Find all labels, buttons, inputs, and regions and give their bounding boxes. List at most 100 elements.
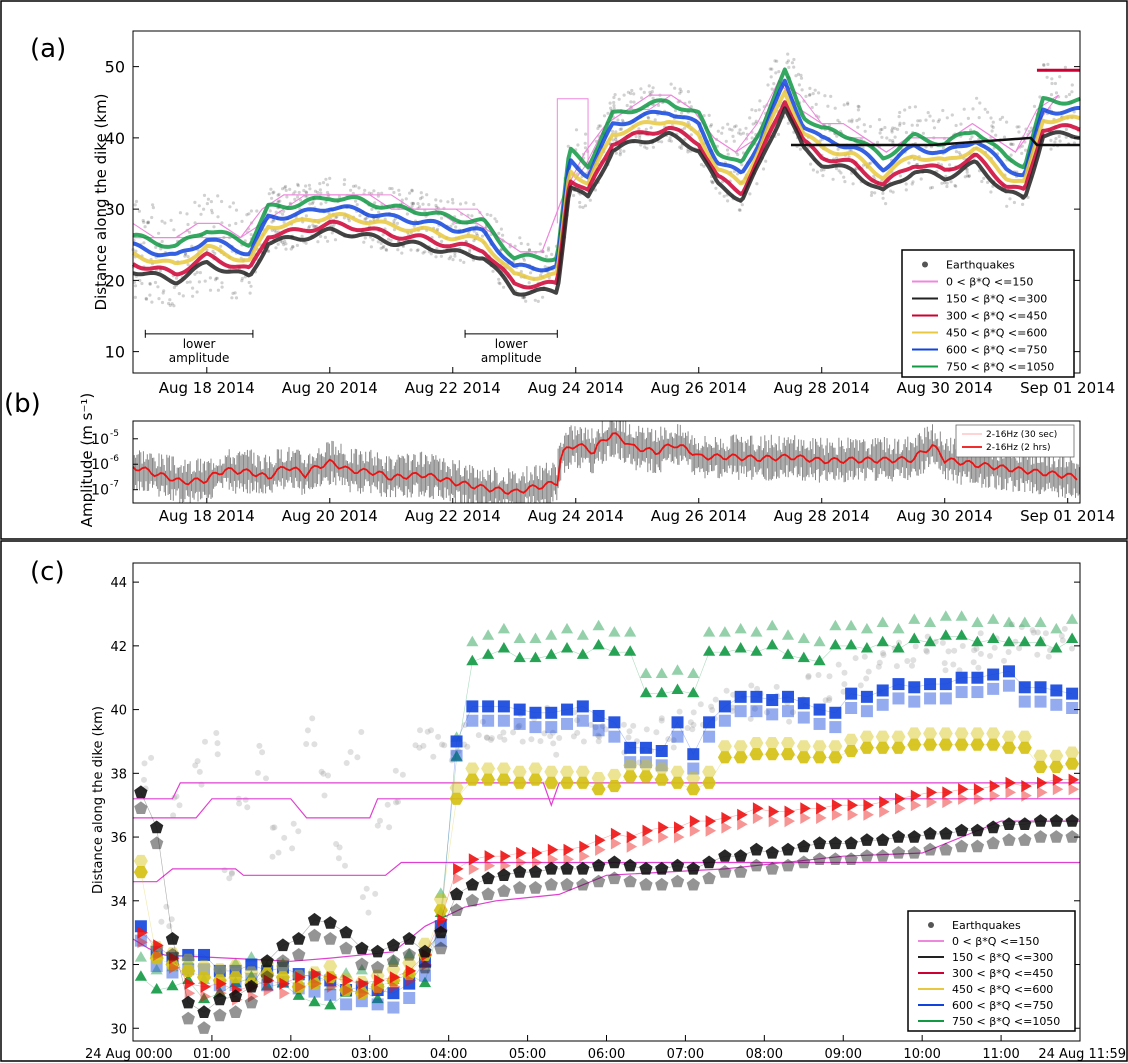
earthquake-dot xyxy=(323,235,327,239)
earthquake-dot xyxy=(941,660,948,667)
x-tick-label: 08:00 xyxy=(746,1047,783,1062)
earthquake-dot xyxy=(194,758,201,765)
earthquake-dot xyxy=(1058,75,1062,79)
earthquake-dot xyxy=(740,203,744,207)
earthquake-dot xyxy=(343,760,350,766)
earthquake-dot xyxy=(584,132,588,136)
earthquake-dot xyxy=(888,138,892,142)
earthquake-dot xyxy=(515,724,522,730)
earthquake-dot xyxy=(869,193,874,197)
earthquake-dot xyxy=(679,89,683,93)
y-tick-label: 10 xyxy=(105,343,125,362)
series-marker xyxy=(1002,741,1016,754)
earthquake-dot xyxy=(629,100,633,104)
series-marker-pale xyxy=(923,842,937,856)
series-marker xyxy=(513,651,526,663)
series-marker-pale xyxy=(324,988,337,1001)
earthquake-dot xyxy=(799,76,804,80)
earthquake-dot xyxy=(427,203,431,207)
series-marker xyxy=(749,842,764,856)
earthquake-dot xyxy=(133,203,137,207)
earthquake-dot xyxy=(231,291,235,295)
series-marker xyxy=(908,681,921,694)
series-marker-pale xyxy=(450,749,463,762)
earthquake-dot xyxy=(770,87,774,91)
series-marker xyxy=(1034,635,1047,647)
series-marker-pale xyxy=(674,831,685,844)
earthquake-dot xyxy=(141,776,147,783)
series-marker-pale xyxy=(766,708,779,721)
series-marker xyxy=(989,780,1001,793)
earthquake-dot xyxy=(748,192,752,196)
series-marker xyxy=(703,645,716,656)
chart-b-y-axis-label: Amplitude (m s⁻¹) xyxy=(78,393,96,527)
series-marker xyxy=(1066,687,1079,700)
earthquake-dot xyxy=(670,737,677,744)
earthquake-dot xyxy=(462,260,466,264)
series-marker xyxy=(371,944,385,958)
earthquake-dot xyxy=(1005,204,1009,208)
earthquake-dot xyxy=(757,108,761,112)
earthquake-dot xyxy=(357,186,361,190)
series-marker xyxy=(307,912,322,926)
earthquake-dot xyxy=(658,715,665,722)
series-marker-pale xyxy=(955,610,968,621)
series-marker xyxy=(544,861,558,875)
x-tick-label: 01:00 xyxy=(193,1047,230,1062)
earthquake-dot xyxy=(160,300,165,305)
series-marker-pale xyxy=(387,1001,400,1014)
earthquake-dot xyxy=(728,127,732,131)
legend-label: 600 < β*Q <=750 xyxy=(952,999,1053,1012)
earthquake-dot xyxy=(247,280,251,285)
earthquake-dot xyxy=(709,179,714,183)
series-marker-pale xyxy=(610,837,622,850)
series-marker-pale xyxy=(670,765,685,778)
series-marker-pale xyxy=(137,936,148,949)
earthquake-dot xyxy=(975,664,982,671)
earthquake-dot xyxy=(167,301,171,306)
earthquake-dot xyxy=(890,130,894,134)
series-marker-pale xyxy=(561,622,574,634)
series-marker-pale xyxy=(781,629,795,640)
earthquake-dot xyxy=(980,179,984,184)
earthquake-dot xyxy=(689,726,696,733)
series-marker xyxy=(829,638,842,650)
earthquake-dot xyxy=(724,139,728,143)
earthquake-dot xyxy=(491,269,495,273)
earthquake-dot xyxy=(808,86,812,90)
series-marker-pale xyxy=(608,626,621,637)
earthquake-dot xyxy=(138,278,142,283)
earthquake-dot xyxy=(970,135,974,139)
series-marker-pale xyxy=(497,714,510,727)
earthquake-dot xyxy=(943,181,947,185)
earthquake-dot xyxy=(284,242,288,246)
chart-a-frame xyxy=(132,30,1081,374)
series-marker-pale xyxy=(1065,746,1080,759)
legend-label: 2-16Hz (2 hrs) xyxy=(986,443,1050,453)
series-marker-pale xyxy=(532,856,543,869)
earthquake-dot xyxy=(851,182,855,186)
series-marker-pale xyxy=(1005,786,1016,799)
series-marker xyxy=(276,961,289,974)
earthquake-dot xyxy=(439,741,445,748)
series-marker-pale xyxy=(403,948,416,959)
series-marker-pale xyxy=(1018,616,1031,627)
earthquake-dot xyxy=(622,93,626,97)
earthquake-dot xyxy=(865,668,872,675)
earthquake-dot xyxy=(857,117,861,121)
earthquake-dot xyxy=(202,193,207,197)
series-marker-pale xyxy=(623,874,637,888)
earthquake-dot xyxy=(592,724,599,731)
earthquake-dot xyxy=(186,255,190,259)
earthquake-dot xyxy=(160,239,164,244)
earthquake-dot xyxy=(636,759,643,766)
earthquake-dot xyxy=(948,163,952,167)
earthquake-dot xyxy=(461,722,468,728)
earthquake-dot xyxy=(400,198,404,202)
series-marker-pale xyxy=(165,948,180,961)
series-marker-pale xyxy=(1018,833,1032,846)
series-marker xyxy=(923,826,937,840)
earthquake-dot xyxy=(163,903,170,910)
series-marker xyxy=(402,932,416,945)
